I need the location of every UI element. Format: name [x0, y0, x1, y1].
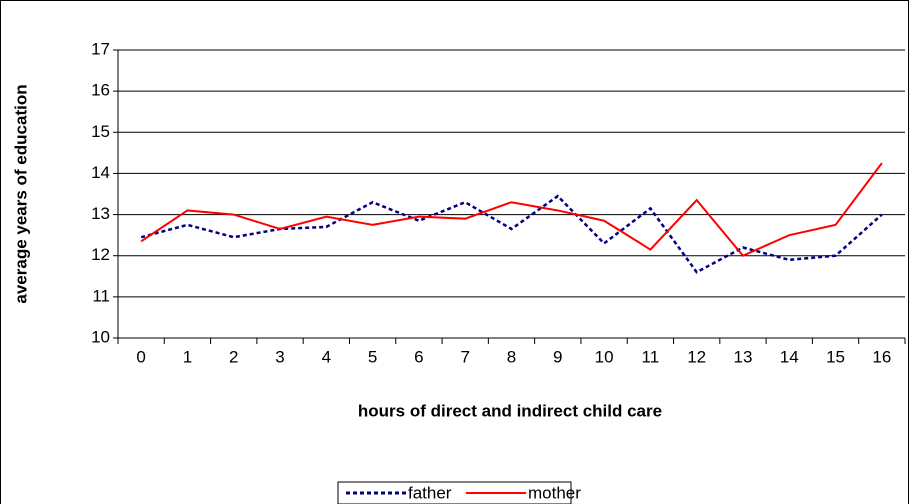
x-tick-label: 0	[136, 347, 145, 366]
x-tick-label: 2	[229, 347, 238, 366]
y-tick-label: 10	[91, 327, 110, 346]
x-tick-label: 1	[183, 347, 192, 366]
y-tick-label: 14	[91, 163, 110, 182]
x-tick-label: 12	[687, 347, 706, 366]
x-tick-label: 16	[872, 347, 891, 366]
legend-label: mother	[528, 483, 581, 502]
x-tick-label: 3	[275, 347, 284, 366]
legend-box	[337, 481, 572, 504]
x-axis-label: hours of direct and indirect child care	[358, 401, 662, 420]
y-tick-label: 12	[91, 245, 110, 264]
y-tick-label: 13	[91, 204, 110, 223]
x-tick-label: 6	[414, 347, 423, 366]
x-tick-label: 14	[780, 347, 799, 366]
y-tick-label: 16	[91, 81, 110, 100]
y-tick-label: 17	[91, 39, 110, 58]
x-tick-label: 9	[553, 347, 562, 366]
legend-label: father	[408, 483, 452, 502]
x-tick-label: 8	[507, 347, 516, 366]
y-tick-label: 11	[92, 286, 110, 305]
x-tick-label: 11	[642, 347, 660, 366]
y-tick-label: 15	[91, 122, 110, 141]
x-tick-label: 5	[368, 347, 377, 366]
x-tick-label: 4	[322, 347, 331, 366]
line-series	[140, 194, 883, 274]
x-tick-label: 10	[595, 347, 614, 366]
x-tick-label: 15	[826, 347, 845, 366]
x-tick-label: 7	[460, 347, 469, 366]
x-tick-label: 13	[734, 347, 753, 366]
line-series	[140, 162, 883, 257]
y-axis-label: average years of education	[11, 84, 30, 303]
